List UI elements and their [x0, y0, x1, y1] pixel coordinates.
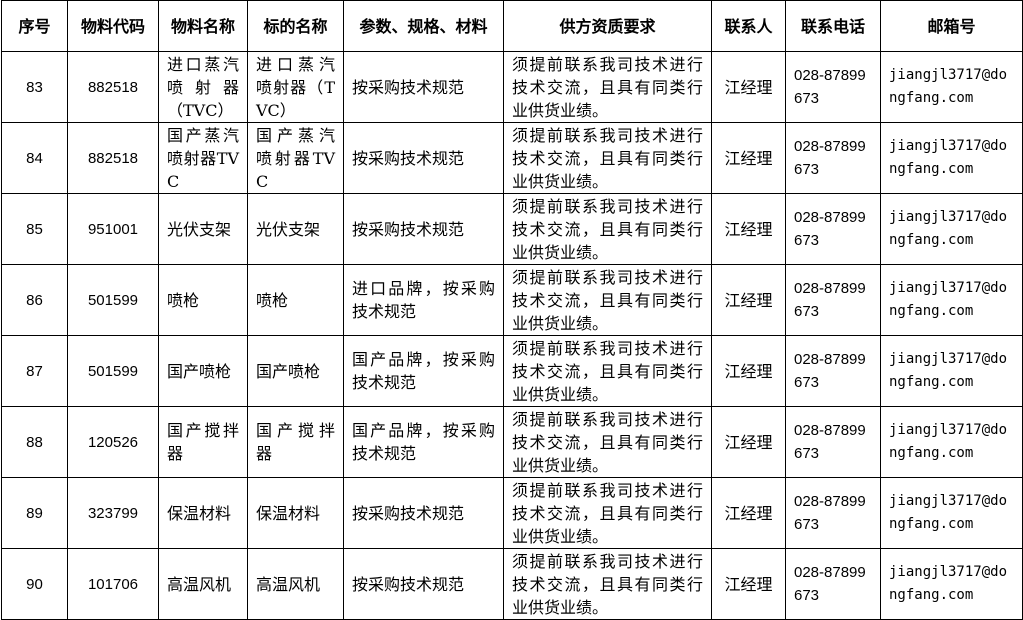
material-name-cell: 喷枪	[158, 264, 248, 336]
spec-cell: 按采购技术规范	[343, 548, 504, 620]
phone-cell: 028-87899673	[785, 122, 881, 194]
qualification-cell: 须提前联系我司技术进行技术交流，且具有同类行业供货业绩。	[503, 335, 712, 407]
spec-cell: 进口品牌，按采购技术规范	[343, 264, 504, 336]
target-name-cell: 保温材料	[247, 477, 344, 549]
contact-cell: 江经理	[711, 51, 786, 123]
header-spec: 参数、规格、材料	[343, 0, 504, 52]
qualification-cell: 须提前联系我司技术进行技术交流，且具有同类行业供货业绩。	[503, 264, 712, 336]
material-code-cell: 501599	[67, 264, 159, 336]
email-cell: jiangjl3717@dongfang.com	[880, 264, 1023, 336]
target-name-cell: 高温风机	[247, 548, 344, 620]
target-name-cell: 国产喷枪	[247, 335, 344, 407]
table-row: 85 951001 光伏支架 光伏支架 按采购技术规范 须提前联系我司技术进行技术交流，且…	[1, 193, 1023, 265]
qualification-cell: 须提前联系我司技术进行技术交流，且具有同类行业供货业绩。	[503, 548, 712, 620]
table-row: 84 882518 国产蒸汽喷射器TVC 国产蒸汽喷射器TVC 按采购技术规范 须提前联系…	[1, 122, 1023, 194]
material-name-cell: 国产搅拌器	[158, 406, 248, 478]
spec-cell: 按采购技术规范	[343, 477, 504, 549]
target-name-cell: 进口蒸汽喷射器（TVC）	[247, 51, 344, 123]
spec-cell: 国产品牌，按采购技术规范	[343, 335, 504, 407]
phone-cell: 028-87899673	[785, 477, 881, 549]
material-name-cell: 保温材料	[158, 477, 248, 549]
row-number-cell: 87	[1, 335, 68, 407]
material-code-cell: 882518	[67, 122, 159, 194]
row-number-cell: 83	[1, 51, 68, 123]
contact-cell: 江经理	[711, 477, 786, 549]
header-code: 物料代码	[67, 0, 159, 52]
material-name-cell: 国产喷枪	[158, 335, 248, 407]
header-qualification: 供方资质要求	[503, 0, 712, 52]
material-code-cell: 323799	[67, 477, 159, 549]
table-row: 90 101706 高温风机 高温风机 按采购技术规范 须提前联系我司技术进行技术交流，且…	[1, 548, 1023, 620]
qualification-cell: 须提前联系我司技术进行技术交流，且具有同类行业供货业绩。	[503, 51, 712, 123]
table-row: 83 882518 进口蒸汽喷射器（TVC） 进口蒸汽喷射器（TVC） 按采购技术规范须…	[1, 51, 1023, 123]
header-row: 序号 物料代码 物料名称 标的名称 参数、规格、材料 供方资质要求 联系人 联系…	[1, 0, 1023, 52]
header-contact: 联系人	[711, 0, 786, 52]
qualification-cell: 须提前联系我司技术进行技术交流，且具有同类行业供货业绩。	[503, 122, 712, 194]
material-name-cell: 光伏支架	[158, 193, 248, 265]
phone-cell: 028-87899673	[785, 264, 881, 336]
material-code-cell: 882518	[67, 51, 159, 123]
target-name-cell: 国产搅拌器	[247, 406, 344, 478]
material-name-cell: 国产蒸汽喷射器TVC	[158, 122, 248, 194]
phone-cell: 028-87899673	[785, 51, 881, 123]
email-cell: jiangjl3717@dongfang.com	[880, 548, 1023, 620]
contact-cell: 江经理	[711, 406, 786, 478]
qualification-cell: 须提前联系我司技术进行技术交流，且具有同类行业供货业绩。	[503, 406, 712, 478]
table-row: 87 501599 国产喷枪 国产喷枪 国产品牌，按采购技术规范 须提前联系我司技术进行技…	[1, 335, 1023, 407]
row-number-cell: 88	[1, 406, 68, 478]
email-cell: jiangjl3717@dongfang.com	[880, 477, 1023, 549]
contact-cell: 江经理	[711, 335, 786, 407]
spec-cell: 国产品牌，按采购技术规范	[343, 406, 504, 478]
qualification-cell: 须提前联系我司技术进行技术交流，且具有同类行业供货业绩。	[503, 193, 712, 265]
row-number-cell: 89	[1, 477, 68, 549]
phone-cell: 028-87899673	[785, 548, 881, 620]
email-cell: jiangjl3717@dongfang.com	[880, 193, 1023, 265]
row-number-cell: 85	[1, 193, 68, 265]
material-code-cell: 101706	[67, 548, 159, 620]
contact-cell: 江经理	[711, 122, 786, 194]
target-name-cell: 国产蒸汽喷射器TVC	[247, 122, 344, 194]
material-name-cell: 高温风机	[158, 548, 248, 620]
email-cell: jiangjl3717@dongfang.com	[880, 406, 1023, 478]
phone-cell: 028-87899673	[785, 406, 881, 478]
material-code-cell: 120526	[67, 406, 159, 478]
target-name-cell: 喷枪	[247, 264, 344, 336]
table-row: 88 120526 国产搅拌器 国产搅拌器 国产品牌，按采购技术规范 须提前联系我司技术进…	[1, 406, 1023, 478]
row-number-cell: 86	[1, 264, 68, 336]
phone-cell: 028-87899673	[785, 335, 881, 407]
contact-cell: 江经理	[711, 193, 786, 265]
row-number-cell: 84	[1, 122, 68, 194]
material-code-cell: 501599	[67, 335, 159, 407]
email-cell: jiangjl3717@dongfang.com	[880, 122, 1023, 194]
target-name-cell: 光伏支架	[247, 193, 344, 265]
spec-cell: 按采购技术规范	[343, 51, 504, 123]
row-number-cell: 90	[1, 548, 68, 620]
material-code-cell: 951001	[67, 193, 159, 265]
header-no: 序号	[1, 0, 68, 52]
contact-cell: 江经理	[711, 264, 786, 336]
material-name-cell: 进口蒸汽喷射器（TVC）	[158, 51, 248, 123]
table-row: 89 323799 保温材料 保温材料 按采购技术规范 须提前联系我司技术进行技术交流，且…	[1, 477, 1023, 549]
contact-cell: 江经理	[711, 548, 786, 620]
table-row: 86 501599 喷枪 喷枪 进口品牌，按采购技术规范 须提前联系我司技术进行技术交流，…	[1, 264, 1023, 336]
header-phone: 联系电话	[785, 0, 881, 52]
qualification-cell: 须提前联系我司技术进行技术交流，且具有同类行业供货业绩。	[503, 477, 712, 549]
header-material: 物料名称	[158, 0, 248, 52]
spec-cell: 按采购技术规范	[343, 122, 504, 194]
email-cell: jiangjl3717@dongfang.com	[880, 51, 1023, 123]
header-email: 邮箱号	[880, 0, 1023, 52]
spec-cell: 按采购技术规范	[343, 193, 504, 265]
email-cell: jiangjl3717@dongfang.com	[880, 335, 1023, 407]
phone-cell: 028-87899673	[785, 193, 881, 265]
header-target: 标的名称	[247, 0, 344, 52]
